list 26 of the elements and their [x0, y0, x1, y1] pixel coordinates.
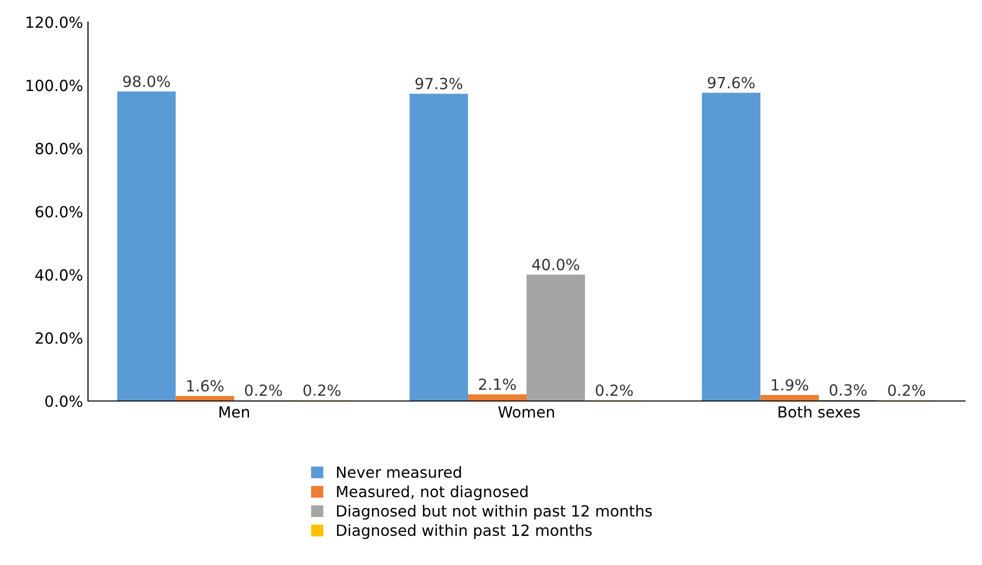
y-tick-label: 0.0%	[45, 395, 82, 408]
data-label: 0.3%	[830, 384, 867, 396]
legend-label: Measured, not diagnosed	[337, 485, 528, 500]
y-tick-label: 80.0%	[36, 142, 82, 154]
legend-label: Never measured	[337, 466, 461, 478]
y-tick-label: 120.0%	[26, 16, 82, 28]
data-label: 0.2%	[303, 384, 340, 396]
data-label: 0.2%	[596, 384, 633, 396]
y-tick-label: 100.0%	[26, 80, 82, 92]
legend-label: Diagnosed within past 12 months	[337, 524, 592, 540]
data-label: 2.1%	[478, 378, 516, 390]
x-tick-label: Both sexes	[778, 406, 860, 418]
y-tick-label: 20.0%	[36, 332, 82, 344]
legend-label: Diagnosed but not within past 12 months	[337, 504, 652, 520]
y-tick-label: 40.0%	[35, 269, 82, 281]
data-label: 97.6%	[708, 76, 755, 88]
x-tick-label: Women	[498, 406, 554, 418]
data-label: 1.9%	[772, 379, 808, 391]
data-label: 40.0%	[532, 258, 580, 270]
data-label: 97.3%	[415, 78, 462, 90]
data-label: 98.0%	[123, 76, 170, 88]
data-label: 0.2%	[245, 384, 282, 396]
x-tick-label: Men	[220, 406, 249, 418]
data-label: 0.2%	[888, 384, 926, 396]
data-label: 1.6%	[187, 380, 224, 392]
y-tick-label: 60.0%	[36, 206, 82, 218]
